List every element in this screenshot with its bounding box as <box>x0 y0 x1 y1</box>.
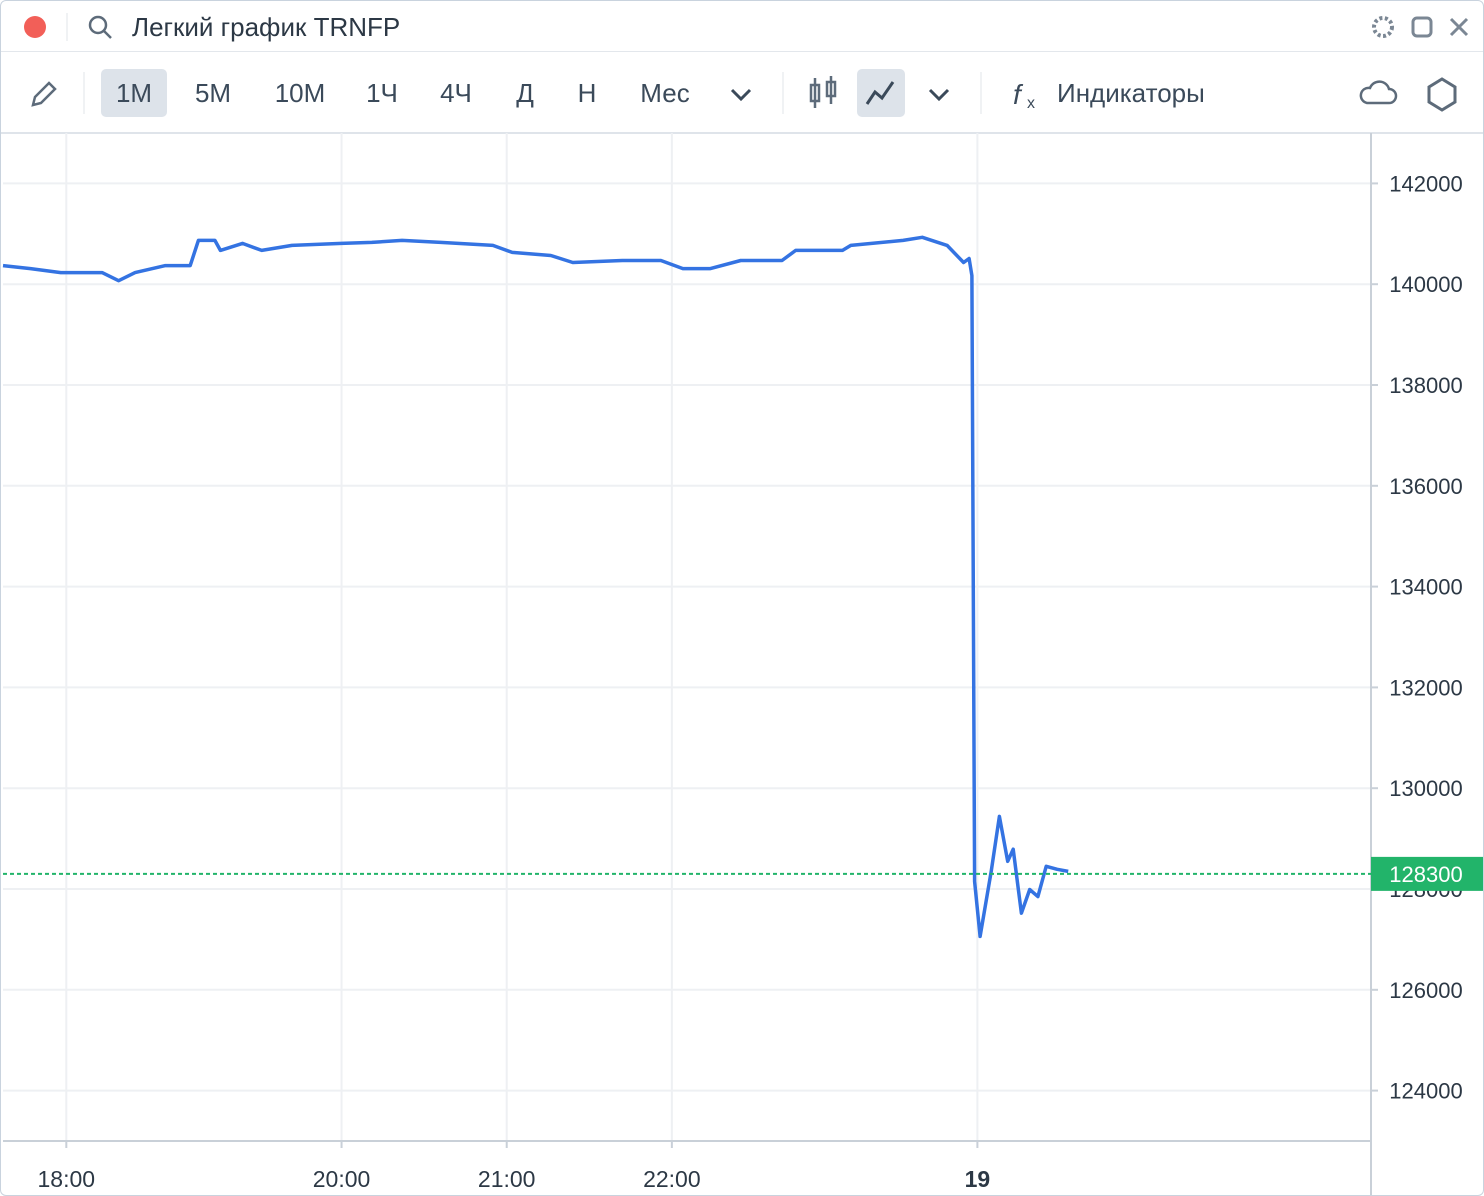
y-tick-label: 140000 <box>1389 272 1462 297</box>
price-line <box>2 235 1069 939</box>
title-bar: Легкий график TRNFP <box>1 1 1483 52</box>
interval-button[interactable]: 4Ч <box>440 78 472 108</box>
y-tick-label: 130000 <box>1389 776 1462 801</box>
y-tick-label: 126000 <box>1389 978 1462 1003</box>
line-type-active[interactable] <box>857 69 905 117</box>
last-price-tag <box>1371 856 1483 891</box>
toolbar: f x Индикаторы 1М 5М 10М 1Ч 4Ч Д Н Мес <box>1 52 1483 134</box>
x-tick-label: 22:00 <box>643 1166 701 1192</box>
chart: 1240001260001280001300001320001340001360… <box>2 133 1483 1195</box>
draw-icon[interactable] <box>31 81 57 107</box>
close-dot[interactable] <box>24 16 46 38</box>
fx-icon[interactable]: f <box>1013 79 1024 110</box>
interval-button[interactable]: Д <box>516 78 534 108</box>
more-intervals[interactable] <box>730 88 752 102</box>
indicators-button[interactable]: Индикаторы <box>1057 78 1205 108</box>
y-tick-label: 132000 <box>1389 675 1462 700</box>
y-tick-label: 142000 <box>1389 171 1462 196</box>
search-icon[interactable] <box>88 15 108 35</box>
window-title: Легкий график TRNFP <box>132 12 400 42</box>
close-icon[interactable] <box>1449 17 1469 37</box>
interval-button[interactable]: 1Ч <box>366 78 398 108</box>
y-tick-label: 124000 <box>1389 1079 1462 1104</box>
interval-button[interactable]: Мес <box>640 78 690 108</box>
fx-icon: x <box>1027 95 1035 112</box>
y-tick-label: 134000 <box>1389 575 1462 600</box>
interval-button[interactable]: 5М <box>194 78 232 108</box>
maximize-icon[interactable] <box>1411 16 1433 38</box>
interval-button[interactable]: 10М <box>274 78 326 108</box>
y-tick-label: 138000 <box>1389 373 1462 398</box>
settings-icon[interactable] <box>1372 16 1394 38</box>
candles-icon[interactable] <box>809 76 837 108</box>
more-types[interactable] <box>928 88 950 102</box>
y-tick-label: 136000 <box>1389 474 1462 499</box>
interval-button[interactable]: 1М <box>101 69 167 117</box>
x-tick-label: 19 <box>965 1166 991 1192</box>
settings-hex-icon[interactable] <box>1427 77 1457 112</box>
line-icon <box>865 81 895 105</box>
title-icons: Легкий график TRNFP <box>24 12 1469 42</box>
search-icon <box>103 30 112 39</box>
x-tick-label: 18:00 <box>38 1166 96 1192</box>
x-tick-label: 21:00 <box>478 1166 536 1192</box>
cloud-icon[interactable] <box>1359 80 1398 105</box>
interval-button[interactable]: Н <box>577 78 597 108</box>
last-price-label: 128300 <box>1389 862 1462 887</box>
x-tick-label: 20:00 <box>313 1166 371 1192</box>
toolbar-icons: f x Индикаторы <box>31 69 1457 117</box>
